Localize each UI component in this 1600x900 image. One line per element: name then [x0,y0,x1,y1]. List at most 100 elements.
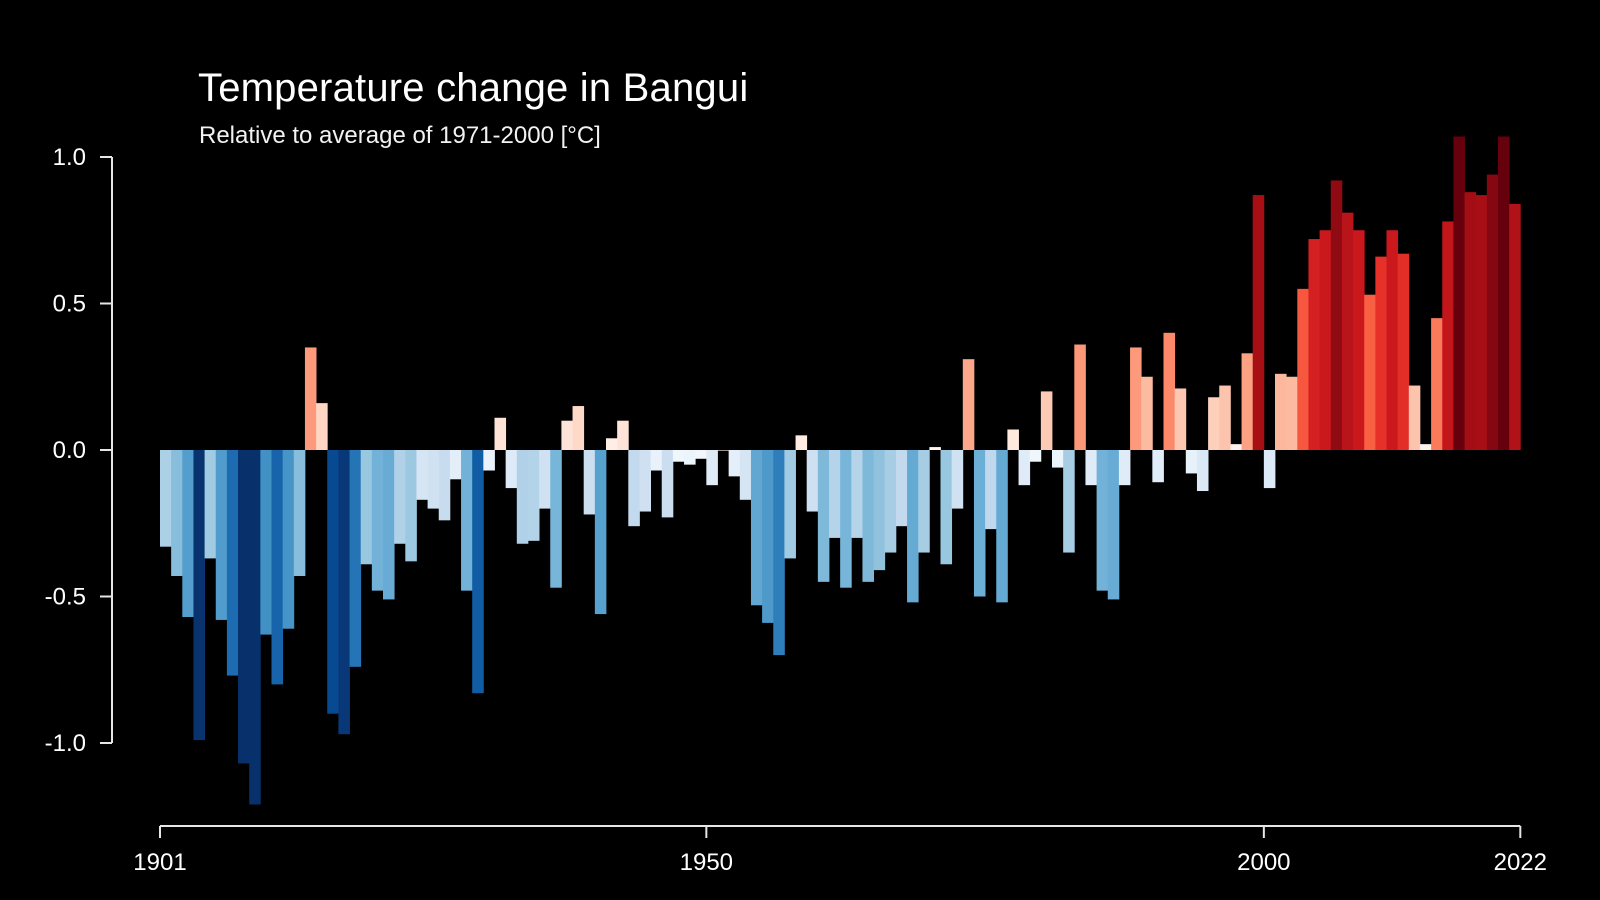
bar-1919 [360,450,373,565]
bar-1906 [215,450,228,620]
bar-1901 [160,450,172,547]
bar-1996 [1219,385,1231,450]
bar-2007 [1341,212,1354,450]
bar-2005 [1319,230,1332,450]
x-tick-label: 1901 [133,849,186,876]
bar-1968 [907,450,919,603]
bar-1992 [1174,388,1187,450]
bar-1946 [661,450,674,518]
bar-1999 [1252,195,1265,450]
bar-1943 [628,450,640,527]
bar-1977 [1007,429,1019,450]
bar-1981 [1052,450,1064,468]
bar-1902 [171,450,183,576]
bar-1988 [1130,347,1142,450]
bar-1944 [639,450,651,512]
bar-1929 [472,450,484,694]
x-tick-label: 2022 [1494,849,1547,876]
bar-1962 [840,450,852,588]
bar-1932 [505,450,518,489]
bar-2020 [1486,174,1499,450]
bar-1938 [572,406,585,450]
bar-1917 [338,450,350,735]
bar-1972 [951,450,964,509]
bar-1960 [817,450,830,582]
bar-1978 [1018,450,1031,486]
bar-1985 [1096,450,1109,591]
bar-1994 [1196,450,1209,492]
bar-2003 [1297,288,1309,450]
bar-1979 [1029,450,1042,462]
bar-1983 [1074,344,1086,450]
bar-1925 [427,450,440,509]
bar-2022 [1509,203,1521,450]
bar-2011 [1386,230,1399,450]
bar-1953 [739,450,752,500]
bar-1965 [873,450,886,571]
y-tick-label: 1.0 [53,144,86,171]
bar-1954 [750,450,763,606]
bar-1990 [1152,450,1164,483]
bar-1993 [1185,450,1198,474]
bar-1918 [349,450,362,667]
bar-1934 [527,450,540,541]
bar-2006 [1330,180,1343,450]
bar-1937 [561,420,573,450]
bar-1940 [594,450,607,615]
bar-1950 [706,450,718,486]
bar-1966 [884,450,897,553]
bar-1927 [449,450,462,480]
bar-1920 [371,450,384,591]
bar-1956 [773,450,785,656]
bar-1928 [461,450,473,591]
bar-2010 [1375,256,1387,450]
bar-1936 [550,450,562,588]
bar-1945 [650,450,663,471]
y-tick-label: 0.0 [53,437,86,464]
y-tick-label: -0.5 [45,584,86,611]
bar-1926 [438,450,451,521]
bar-2017 [1453,136,1465,451]
bar-1970 [929,447,941,450]
bar-1923 [405,450,417,562]
bar-1971 [940,450,953,565]
bar-2014 [1419,444,1432,450]
bar-1967 [895,450,908,527]
bar-1947 [672,450,685,462]
bar-1976 [996,450,1008,603]
bar-1997 [1230,444,1242,450]
bar-1975 [985,450,997,530]
bar-1930 [483,450,495,471]
bar-1948 [684,450,696,465]
bar-1924 [416,450,428,500]
bar-1963 [851,450,863,538]
bar-1984 [1085,450,1097,486]
bar-2019 [1475,195,1488,450]
bar-1912 [282,450,295,629]
bar-1931 [494,417,507,450]
bar-1980 [1040,391,1053,450]
chart-subtitle: Relative to average of 1971-2000 [°C] [199,122,601,149]
bar-1905 [204,450,217,559]
bar-1989 [1141,376,1153,450]
chart-title: Temperature change in Bangui [198,66,749,110]
bar-2008 [1353,230,1365,450]
y-tick-label: 0.5 [53,291,86,318]
bar-1964 [862,450,874,582]
bar-1957 [784,450,796,559]
bar-1974 [973,450,986,597]
bar-1916 [327,450,339,714]
bar-1939 [583,450,596,515]
bar-1909 [249,450,261,805]
x-axis: 1901 1950 2000 2022 [133,825,1547,876]
bar-1995 [1208,397,1220,450]
bar-1907 [226,450,239,676]
bar-1935 [539,450,551,509]
bar-2002 [1286,376,1298,450]
bar-1903 [182,450,194,618]
bar-1911 [271,450,284,685]
bar-1961 [829,450,841,538]
bar-1998 [1241,353,1254,450]
bar-1973 [962,359,975,450]
